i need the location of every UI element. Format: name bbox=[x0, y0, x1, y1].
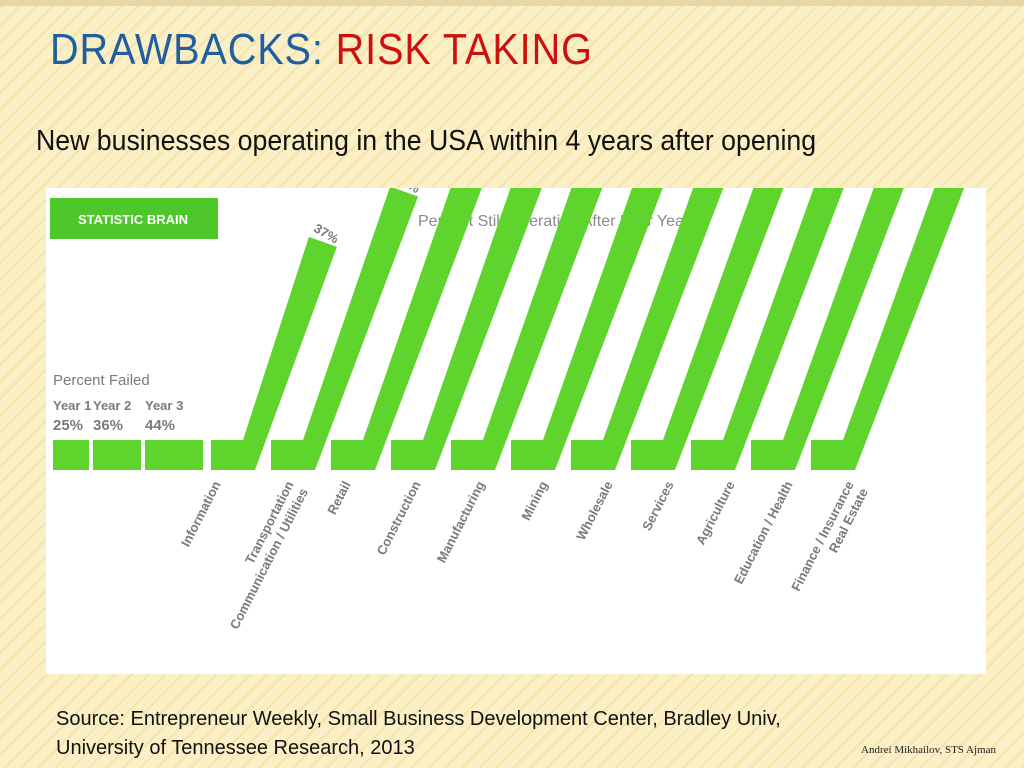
bar-11 bbox=[811, 188, 965, 470]
category-label-5: Manufacturing bbox=[434, 479, 488, 566]
category-label-10: Education / Health bbox=[731, 479, 796, 587]
statistic-brain-badge bbox=[50, 198, 218, 239]
failed-box-1 bbox=[53, 440, 89, 470]
category-label-1-line-1: Information bbox=[178, 479, 224, 550]
failed-year-label-2: Year 2 bbox=[93, 398, 131, 413]
failed-value-label-1: 25% bbox=[53, 417, 83, 434]
source-note: Source: Entrepreneur Weekly, Small Busin… bbox=[56, 705, 956, 763]
chart-panel: STATISTIC BRAIN Percent Still Operating … bbox=[46, 188, 986, 674]
category-label-10-line-1: Education / Health bbox=[731, 479, 796, 587]
author-credit: Andrei Mikhailov, STS Ajman bbox=[861, 744, 996, 756]
failed-value-label-2: 36% bbox=[93, 417, 123, 434]
slide-title-part2: RISK TAKING bbox=[335, 25, 593, 74]
category-label-3: Retail bbox=[324, 479, 353, 517]
slide-title-part1: DRAWBACKS: bbox=[50, 25, 324, 74]
failed-group: Year 1 25% Year 2 36% Year 3 44% bbox=[53, 398, 203, 470]
category-label-3-line-1: Retail bbox=[324, 479, 353, 517]
bar-2 bbox=[271, 188, 419, 470]
category-label-9-line-1: Agriculture bbox=[693, 479, 738, 548]
category-label-8: Services bbox=[639, 479, 677, 533]
failed-box-3 bbox=[145, 440, 203, 470]
category-label-9: Agriculture bbox=[693, 479, 738, 548]
category-label-7-line-1: Wholesale bbox=[573, 479, 616, 543]
failed-label: Percent Failed bbox=[53, 372, 150, 389]
failed-value-label-3: 44% bbox=[145, 417, 175, 434]
bar-5 bbox=[451, 188, 603, 470]
top-bar bbox=[0, 0, 1024, 6]
bar-6 bbox=[511, 188, 663, 470]
bar-9 bbox=[691, 188, 844, 470]
category-label-4-line-1: Construction bbox=[374, 479, 424, 558]
category-label-5-line-1: Manufacturing bbox=[434, 479, 488, 566]
source-line-2: University of Tennessee Research, 2013 bbox=[56, 737, 415, 759]
bar-8 bbox=[631, 188, 784, 470]
category-label-6-line-1: Mining bbox=[518, 479, 550, 523]
business-survival-chart: STATISTIC BRAIN Percent Still Operating … bbox=[50, 188, 965, 632]
statistic-brain-badge-text: STATISTIC BRAIN bbox=[78, 212, 188, 227]
failed-year-label-1: Year 1 bbox=[53, 398, 91, 413]
bar-3 bbox=[331, 188, 482, 470]
bars-group: 37%45%47%47%49%51%54%55%56%56%58% bbox=[211, 188, 965, 470]
bar-10 bbox=[751, 188, 904, 470]
failed-year-label-3: Year 3 bbox=[145, 398, 183, 413]
category-label-8-line-1: Services bbox=[639, 479, 677, 533]
category-label-6: Mining bbox=[518, 479, 550, 523]
slide-subtitle: New businesses operating in the USA with… bbox=[36, 125, 817, 157]
category-label-1: Information bbox=[178, 479, 224, 550]
category-label-4: Construction bbox=[374, 479, 424, 558]
bar-7 bbox=[571, 188, 724, 470]
bar-4 bbox=[391, 188, 542, 470]
category-label-7: Wholesale bbox=[573, 479, 616, 543]
failed-box-2 bbox=[93, 440, 141, 470]
source-line-1: Source: Entrepreneur Weekly, Small Busin… bbox=[56, 708, 781, 730]
slide-title: DRAWBACKS: RISK TAKING bbox=[50, 24, 593, 76]
bar-1 bbox=[211, 236, 337, 470]
